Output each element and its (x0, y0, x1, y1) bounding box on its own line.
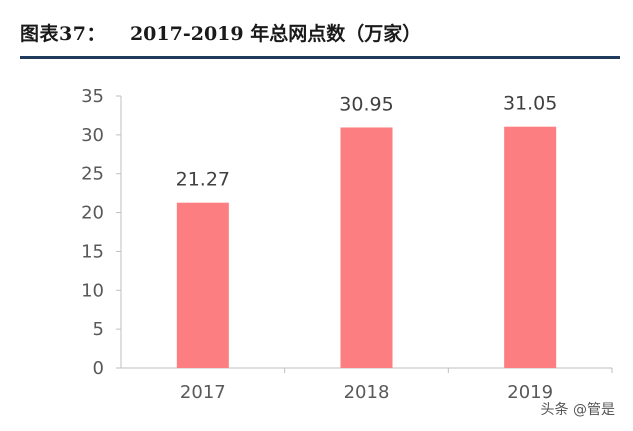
data-label: 30.95 (339, 93, 393, 115)
y-tick-label: 15 (81, 241, 104, 262)
figure-title: 2017-2019 年总网点数（万家） (129, 22, 422, 45)
bars (176, 126, 557, 368)
figure-header: 图表37： 2017-2019 年总网点数（万家） (20, 14, 620, 50)
x-tick-label: 2017 (180, 382, 226, 403)
y-tick-label: 10 (81, 280, 104, 301)
figure-label: 图表37： (20, 22, 106, 45)
watermark: 头条 @管是 (540, 402, 615, 418)
data-labels: 21.27 30.95 31.05 (176, 93, 558, 191)
bar-2017 (176, 202, 229, 368)
y-tick-label: 35 (81, 86, 104, 107)
data-label: 31.05 (503, 93, 557, 115)
bar-2018 (340, 127, 393, 368)
x-axis: 2017 2018 2019 (121, 367, 613, 403)
y-tick-label: 5 (93, 319, 104, 340)
bar-2019 (504, 126, 557, 368)
y-tick-label: 0 (93, 358, 104, 379)
x-tick-label: 2019 (507, 382, 553, 403)
y-axis: 0 5 10 15 20 25 30 35 (81, 86, 122, 379)
y-tick-label: 20 (81, 203, 104, 224)
header-rule (20, 56, 620, 59)
y-tick-label: 30 (81, 125, 104, 146)
x-tick-label: 2018 (344, 382, 390, 403)
y-tick-label: 25 (81, 164, 104, 185)
data-label: 21.27 (176, 169, 230, 191)
